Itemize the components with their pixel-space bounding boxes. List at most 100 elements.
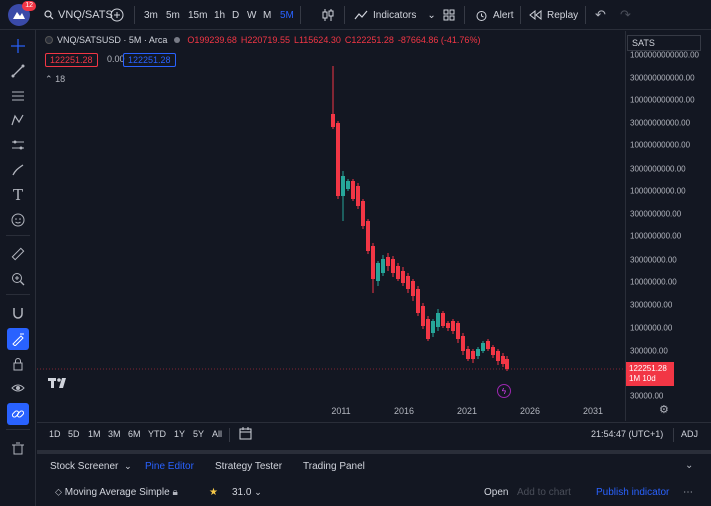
open-button[interactable]: Open xyxy=(484,487,509,498)
alert-button[interactable]: Alert xyxy=(475,0,514,30)
top-toolbar: 12 VNQ/SATS 3m 5m 15m 1h D W M 5M Indica… xyxy=(0,0,711,30)
range-1y[interactable]: 1Y xyxy=(174,429,186,439)
collapse-panel-icon[interactable]: ⌄ xyxy=(685,460,694,471)
ruler-icon[interactable] xyxy=(7,243,29,265)
rewind-icon xyxy=(529,10,542,20)
symbol-search[interactable]: VNQ/SATS xyxy=(44,0,113,30)
range-5y[interactable]: 5Y xyxy=(193,429,205,439)
price-axis[interactable]: 1000000000000.00 300000000000.00 1000000… xyxy=(625,31,711,421)
settings-icon[interactable]: ⚙ xyxy=(659,404,669,416)
timeframe-d[interactable]: D xyxy=(232,9,240,21)
indicators-icon xyxy=(354,10,368,20)
ohlc-legend: VNQ/SATSUSD · 5M · Arca O199239.68 H2207… xyxy=(45,35,480,45)
date-range-button[interactable] xyxy=(239,427,252,443)
undo-icon[interactable]: ↶ xyxy=(595,7,606,22)
y-tick: 10000000000.00 xyxy=(630,140,691,150)
eye-icon[interactable] xyxy=(7,377,29,399)
timeframe-5m-active[interactable]: 5M xyxy=(280,9,294,21)
candles-icon xyxy=(322,9,334,21)
trash-icon[interactable] xyxy=(7,437,29,459)
link-icon[interactable] xyxy=(7,403,29,425)
indicator-toggle[interactable]: ⌃ 18 xyxy=(45,74,65,85)
symbol-label: VNQ/SATS xyxy=(58,9,113,21)
publish-button[interactable]: Publish indicator xyxy=(596,487,670,498)
lock-icon: 🔒︎ xyxy=(172,487,178,498)
compare-button[interactable] xyxy=(110,0,124,30)
replay-button[interactable]: Replay xyxy=(529,0,578,30)
pattern-icon[interactable] xyxy=(7,109,29,131)
layouts-button[interactable] xyxy=(443,0,455,30)
candle xyxy=(336,123,340,196)
tab-stock-screener[interactable]: Stock Screener ⌄ xyxy=(50,461,132,472)
timeframe-1h[interactable]: 1h xyxy=(214,9,226,21)
legend-high: H220719.55 xyxy=(240,35,290,45)
indicators-button[interactable]: Indicators ⌄ xyxy=(354,0,436,30)
candle xyxy=(436,313,440,327)
text-icon[interactable]: T xyxy=(12,186,23,204)
range-1m[interactable]: 1M xyxy=(88,429,101,439)
trendline-icon[interactable] xyxy=(7,60,29,82)
tab-strategy-tester[interactable]: Strategy Tester xyxy=(215,461,283,472)
lightning-icon[interactable]: ϟ xyxy=(497,384,511,398)
timeframe-15m[interactable]: 15m xyxy=(188,9,208,21)
chart-pane[interactable]: VNQ/SATSUSD · 5M · Arca O199239.68 H2207… xyxy=(37,31,711,421)
user-avatar[interactable]: 12 xyxy=(8,1,36,26)
magnet-icon[interactable] xyxy=(7,302,29,324)
candle xyxy=(481,343,485,351)
candle xyxy=(416,289,420,313)
range-all[interactable]: All xyxy=(212,429,223,439)
spread-value: 0.00 xyxy=(107,54,125,64)
x-tick: 2026 xyxy=(519,406,541,416)
range-3m[interactable]: 3M xyxy=(108,429,121,439)
divider xyxy=(6,235,30,236)
emoji-icon[interactable] xyxy=(7,209,29,231)
tab-stock-screener-label: Stock Screener xyxy=(50,461,119,472)
candle xyxy=(411,281,415,296)
crosshair-icon[interactable] xyxy=(7,35,29,57)
tab-trading-panel[interactable]: Trading Panel xyxy=(303,461,365,472)
timezone-clock[interactable]: 21:54:47 (UTC+1) xyxy=(591,429,664,439)
legend-title[interactable]: VNQ/SATSUSD · 5M · Arca xyxy=(57,35,168,45)
y-tick: 30000000000.00 xyxy=(630,118,691,128)
divider xyxy=(673,428,674,442)
candle xyxy=(366,221,370,251)
range-6m[interactable]: 6M xyxy=(128,429,141,439)
y-tick: 1000000000.00 xyxy=(630,186,686,196)
candle xyxy=(351,181,355,199)
script-selector[interactable]: ⬦ Moving Average Simple 🔒︎ xyxy=(55,487,178,498)
sell-button[interactable]: 122251.28 xyxy=(45,53,98,67)
scale-currency-select[interactable]: SATS xyxy=(627,35,701,51)
candle xyxy=(376,263,380,281)
measure-icon[interactable] xyxy=(7,134,29,156)
timeframe-5m[interactable]: 5m xyxy=(166,9,180,21)
time-axis[interactable]: 2011 2016 2021 2026 2031 xyxy=(37,401,625,421)
tab-pine-editor[interactable]: Pine Editor xyxy=(145,461,194,472)
version-select[interactable]: 31.0 ⌄ xyxy=(232,487,262,498)
zoom-icon[interactable] xyxy=(7,268,29,290)
timeframe-m[interactable]: M xyxy=(263,9,272,21)
y-tick: 3000000000.00 xyxy=(630,164,686,174)
range-ytd[interactable]: YTD xyxy=(148,429,166,439)
range-5d[interactable]: 5D xyxy=(68,429,80,439)
alert-label: Alert xyxy=(493,9,514,21)
brush-icon[interactable] xyxy=(7,159,29,181)
indicators-label: Indicators xyxy=(373,9,417,21)
star-icon[interactable]: ★ xyxy=(209,487,218,498)
lock-icon[interactable] xyxy=(7,353,29,375)
chart-type-button[interactable] xyxy=(322,0,334,30)
timeframe-3m[interactable]: 3m xyxy=(144,9,158,21)
timeframe-w[interactable]: W xyxy=(247,9,257,21)
candle xyxy=(401,271,405,283)
fib-icon[interactable] xyxy=(7,85,29,107)
last-price-value: 122251.28 xyxy=(629,364,667,373)
redo-icon[interactable]: ↷ xyxy=(620,7,631,22)
lock-drawing-icon[interactable] xyxy=(7,328,29,350)
tradingview-logo[interactable] xyxy=(48,377,70,392)
price-plot[interactable] xyxy=(37,31,625,401)
more-options-icon[interactable]: ⋯ xyxy=(683,487,693,498)
buy-button[interactable]: 122251.28 xyxy=(123,53,176,67)
y-tick: 100000000000.00 xyxy=(630,95,695,105)
adjust-dividends-toggle[interactable]: ADJ xyxy=(681,429,699,439)
add-to-chart-button[interactable]: Add to chart xyxy=(517,487,571,498)
range-1d[interactable]: 1D xyxy=(49,429,61,439)
